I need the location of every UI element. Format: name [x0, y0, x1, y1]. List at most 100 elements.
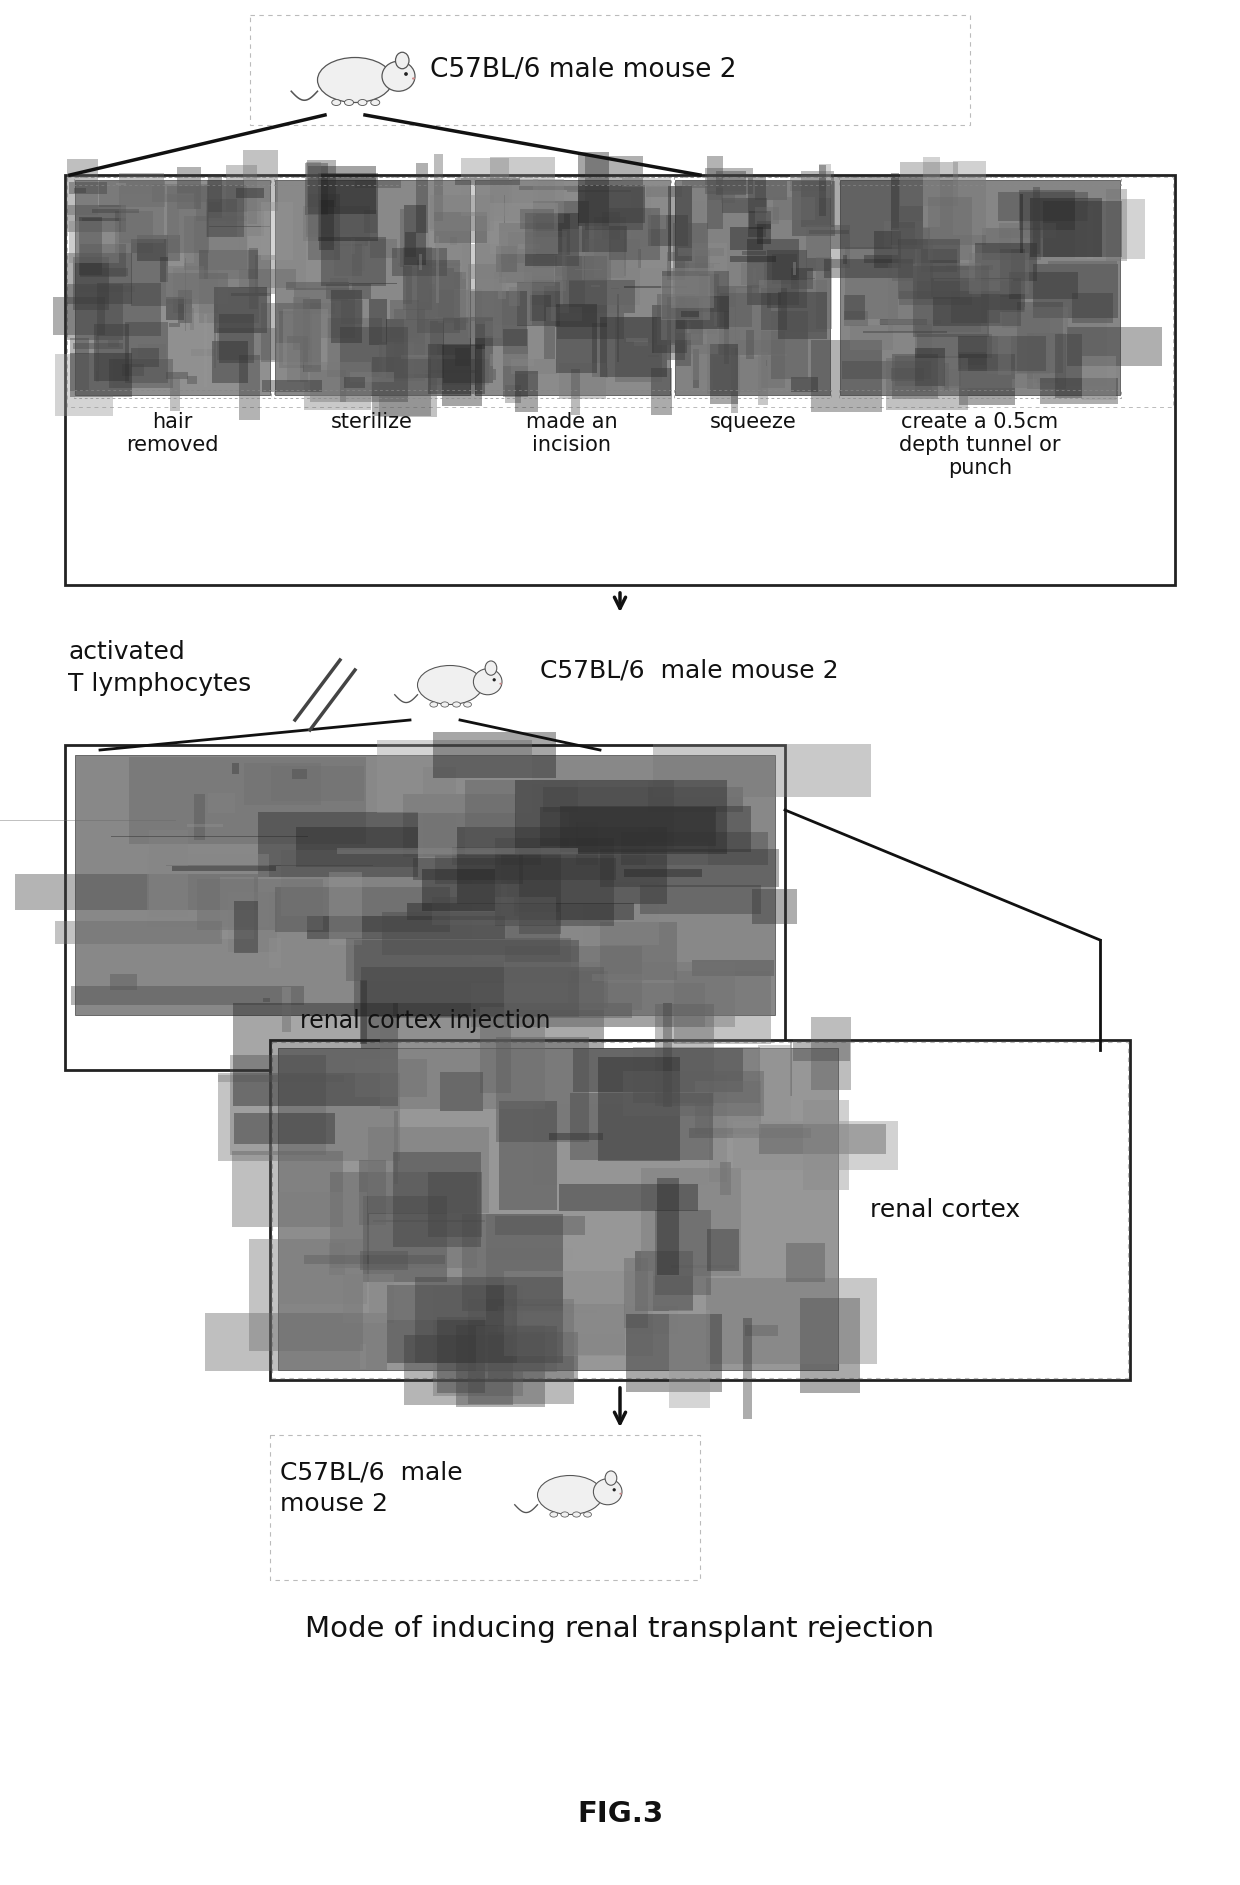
Text: activated: activated: [68, 641, 185, 664]
Bar: [490, 354, 534, 366]
Bar: [138, 343, 166, 358]
Bar: [92, 209, 139, 213]
Bar: [689, 1129, 811, 1139]
Bar: [200, 279, 259, 322]
Bar: [454, 1248, 573, 1261]
Bar: [646, 843, 708, 869]
Bar: [556, 256, 608, 326]
Bar: [476, 324, 485, 349]
Bar: [624, 287, 687, 288]
Bar: [742, 264, 764, 285]
Bar: [720, 1161, 732, 1195]
Bar: [386, 319, 444, 377]
Bar: [1027, 332, 1066, 388]
Bar: [890, 177, 986, 245]
Ellipse shape: [474, 669, 502, 696]
Bar: [382, 912, 560, 956]
Bar: [179, 290, 192, 322]
Bar: [951, 290, 1001, 322]
Bar: [288, 336, 309, 383]
Ellipse shape: [430, 701, 438, 707]
Bar: [676, 332, 692, 366]
Bar: [428, 343, 485, 394]
Bar: [843, 296, 864, 320]
Bar: [601, 211, 620, 239]
Bar: [890, 368, 924, 381]
Bar: [890, 173, 899, 230]
Bar: [634, 1046, 760, 1103]
Bar: [818, 164, 831, 198]
Bar: [360, 1344, 366, 1369]
Ellipse shape: [620, 1493, 622, 1495]
Bar: [820, 164, 826, 215]
Bar: [800, 1297, 859, 1393]
Bar: [547, 307, 582, 322]
Bar: [337, 848, 578, 854]
Bar: [693, 349, 698, 388]
Bar: [892, 228, 930, 281]
Bar: [370, 1214, 486, 1320]
Bar: [525, 213, 579, 266]
Bar: [707, 1229, 739, 1270]
Bar: [771, 311, 808, 379]
Bar: [706, 1278, 877, 1363]
Bar: [843, 311, 868, 326]
Bar: [474, 390, 671, 398]
Bar: [239, 270, 296, 288]
Bar: [236, 188, 264, 198]
Bar: [153, 185, 219, 202]
Bar: [717, 172, 745, 196]
Bar: [495, 1216, 585, 1235]
Bar: [233, 1112, 335, 1144]
Bar: [456, 1325, 544, 1408]
Bar: [918, 334, 992, 358]
Bar: [662, 1003, 672, 1106]
Bar: [975, 243, 1038, 281]
Bar: [600, 922, 677, 980]
Bar: [498, 277, 506, 298]
Bar: [262, 202, 293, 260]
Bar: [792, 181, 836, 236]
Bar: [66, 205, 126, 232]
Bar: [880, 319, 928, 324]
Bar: [508, 287, 521, 307]
Bar: [461, 158, 508, 215]
Bar: [455, 349, 470, 366]
Bar: [559, 364, 606, 400]
Bar: [748, 239, 799, 305]
Bar: [66, 253, 133, 303]
Bar: [69, 221, 119, 262]
Bar: [518, 187, 578, 190]
Bar: [399, 209, 404, 268]
Text: sterilize: sterilize: [331, 413, 413, 432]
Bar: [804, 1101, 848, 1189]
Bar: [667, 253, 684, 281]
Bar: [719, 292, 770, 356]
Bar: [511, 360, 558, 375]
Bar: [15, 875, 258, 910]
Bar: [1087, 205, 1092, 258]
Bar: [306, 234, 352, 290]
Bar: [915, 347, 945, 386]
Bar: [503, 1272, 652, 1355]
Bar: [582, 226, 627, 253]
Bar: [372, 356, 432, 417]
Bar: [254, 254, 277, 294]
Bar: [305, 162, 329, 215]
Bar: [692, 307, 735, 381]
Bar: [518, 848, 562, 935]
Ellipse shape: [332, 100, 341, 106]
Bar: [304, 362, 371, 409]
Bar: [346, 937, 570, 982]
Bar: [330, 279, 348, 302]
Bar: [269, 937, 280, 969]
Bar: [1048, 262, 1117, 264]
Bar: [734, 1122, 899, 1171]
Bar: [440, 1073, 484, 1110]
Ellipse shape: [404, 72, 408, 75]
Ellipse shape: [500, 682, 502, 684]
Bar: [187, 375, 197, 385]
Bar: [749, 175, 765, 238]
Text: C57BL/6  male: C57BL/6 male: [280, 1461, 463, 1483]
Bar: [681, 311, 699, 317]
